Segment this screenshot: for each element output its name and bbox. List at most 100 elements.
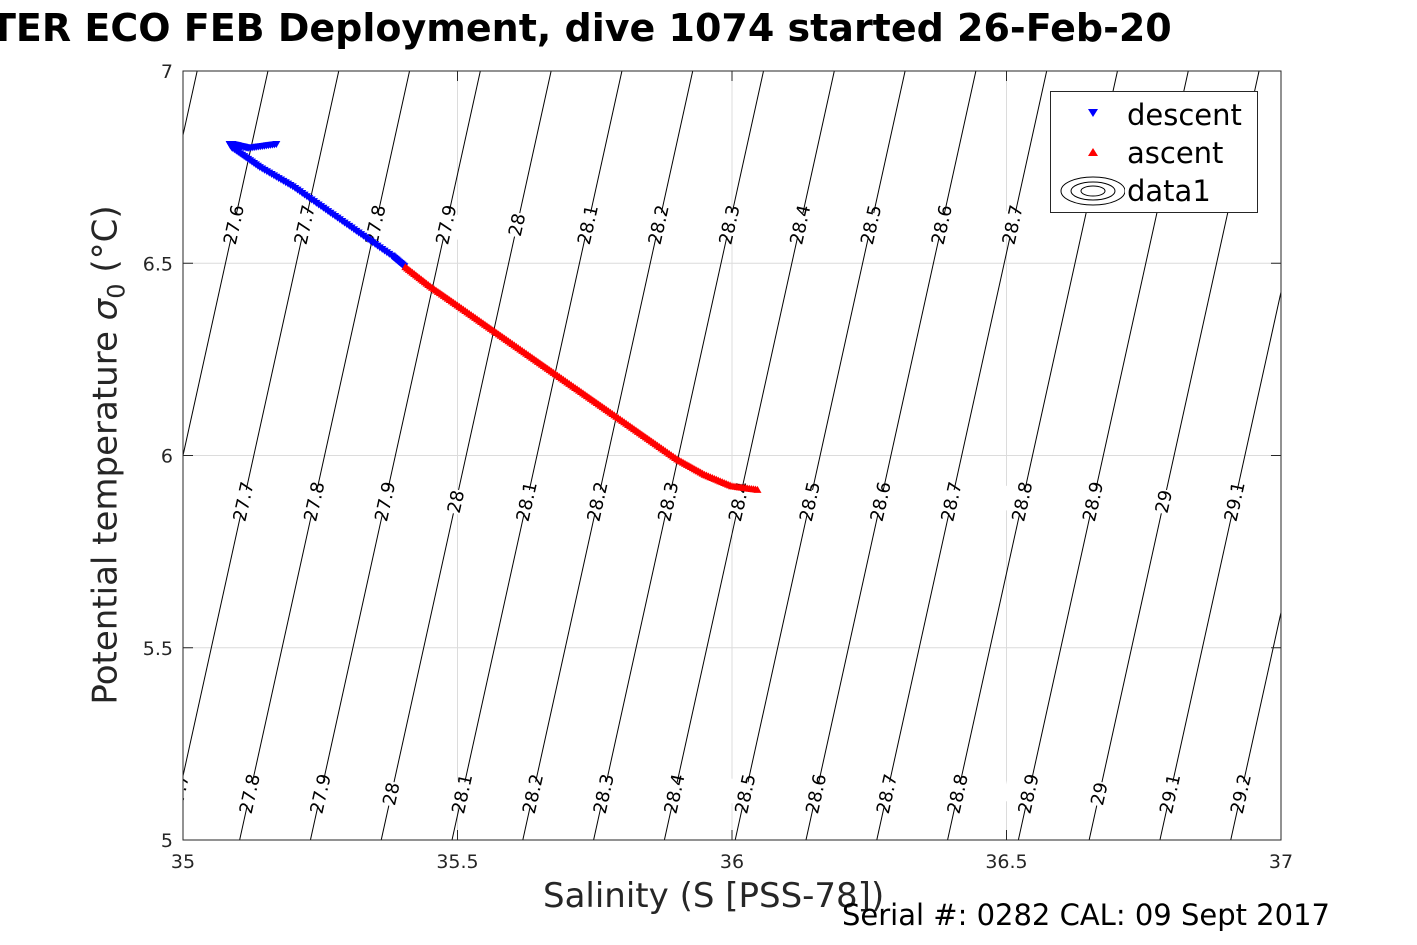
contour-label-gap [571,484,624,519]
contour-label-gap [845,207,898,242]
isopycnal-line [876,71,1048,840]
legend-label-descent: descent [1127,98,1242,132]
contour-label: 28.4 [786,203,815,247]
contour-label: 28.6 [928,203,957,247]
contour-label-gap [1073,776,1126,811]
contour-label: 28.2 [583,480,612,524]
contour-label-gap [648,776,701,811]
contour-label: 28.6 [867,480,896,524]
legend: descent ascent data1 [1050,91,1258,213]
contour-label: 27.8 [300,480,329,524]
contour-label: 29.1 [1221,480,1250,524]
contour-label-gap [577,776,630,811]
contour-label-gap [986,207,1039,242]
contour-label: 28.3 [654,480,683,524]
y-tick-label: 5.5 [143,638,173,660]
contour-label-gap [790,776,843,811]
contour-label: 28.2 [645,203,674,247]
contour-label-gap [915,207,968,242]
contour-label-gap [632,207,685,242]
contour-label: 28.6 [802,772,831,816]
density-contours: 27.6 27.7 27.8 27.9 28 28.1 28.2 28.3 28.4 28.5 28… [183,71,1281,840]
contour-label: 28.1 [574,203,603,247]
contour-label-gap [436,776,489,811]
contour-label: 27.7 [291,203,320,247]
contour-label: 28.2 [519,772,548,816]
contour-label: 28.5 [857,203,886,247]
isopycnal-line [451,71,623,840]
contour-label-gap [703,207,756,242]
legend-item-ascent: ascent [1051,134,1257,170]
contour-label-gap [713,484,766,519]
contour-label-gap [1144,776,1197,811]
data-points [225,141,762,493]
contour-label: 28.7 [937,480,966,524]
x-tick-label: 35.5 [436,851,478,873]
contour-label: 28.3 [590,772,619,816]
legend-label-data1: data1 [1127,174,1211,208]
contour-label: 27.9 [371,480,400,524]
isopycnal-line [380,71,552,840]
contour-label: 29.1 [1156,772,1185,816]
ascent-point [753,485,762,493]
isopycnal-line [593,71,764,840]
isopycnal-line [734,71,906,840]
isopycnal-line [239,71,411,840]
x-tick-label: 35 [171,851,195,873]
contour-label-gap [491,207,544,242]
contour-label-gap [294,776,347,811]
serial-calibration-note: Serial #: 0282 CAL: 09 Sept 2017 [842,898,1330,932]
contour-label-gap [925,484,978,519]
legend-label-ascent: ascent [1127,136,1224,170]
y-tick-label: 6 [161,446,173,468]
contour-label-gap [288,484,341,519]
contour-label: 28 [444,488,469,515]
isopycnal-line [805,71,977,840]
grid-lines [183,71,1281,840]
contour-label-gap [860,776,913,811]
contour-label: 28.8 [1008,480,1037,524]
contour-label-gap [1067,484,1120,519]
contour-label-gap [420,207,473,242]
contour-label-gap [207,207,260,242]
contour-label: 27.7 [230,480,259,524]
y-tick-label: 5 [161,830,173,852]
contour-label: 29 [1152,488,1177,515]
contour-label: 28.7 [873,772,902,816]
contour-label-gap [996,484,1049,519]
contour-label: 29.2 [1227,772,1256,816]
y-tick-label: 7 [161,61,173,83]
isopycnal-line [1159,289,1281,840]
contour-label-gap [506,776,560,811]
contour-label: 28.1 [448,772,477,816]
contour-label-gap [359,484,412,519]
contour-label-gap [217,484,270,519]
contour-label: 28 [505,211,530,238]
contour-label: 27.9 [307,772,336,816]
contour-label: 29 [1087,781,1112,808]
contour-label: 27.6 [220,203,249,247]
contour-label-gap [223,776,276,811]
contour-label-gap [854,484,907,519]
contour-label-gap [1208,484,1261,519]
contour-label-gap [365,776,418,811]
contour-label-gap [1214,776,1267,811]
contour-label-gap [1137,484,1190,519]
contour-label-gap [774,207,827,242]
isopycnal-line [309,71,481,840]
axis-ticks: 35 35.5 36 36.5 37 5 5.5 6 6.5 7 [143,61,1293,873]
isopycnal-line [183,71,269,458]
x-tick-label: 37 [1269,851,1293,873]
contour-label: 28.1 [513,480,542,524]
contour-label: 28.5 [731,772,760,816]
contour-label: 28.5 [796,480,825,524]
contour-label-gap [1002,776,1055,811]
x-axis-label: Salinity (S [PSS-78]) [543,876,885,916]
isopycnal-line [522,71,694,840]
x-tick-label: 36.5 [985,851,1027,873]
contour-label-gap [931,776,984,811]
contour-label: 28 [379,781,404,808]
contour-label-gap [183,776,206,811]
contour-label-gap [429,484,483,519]
